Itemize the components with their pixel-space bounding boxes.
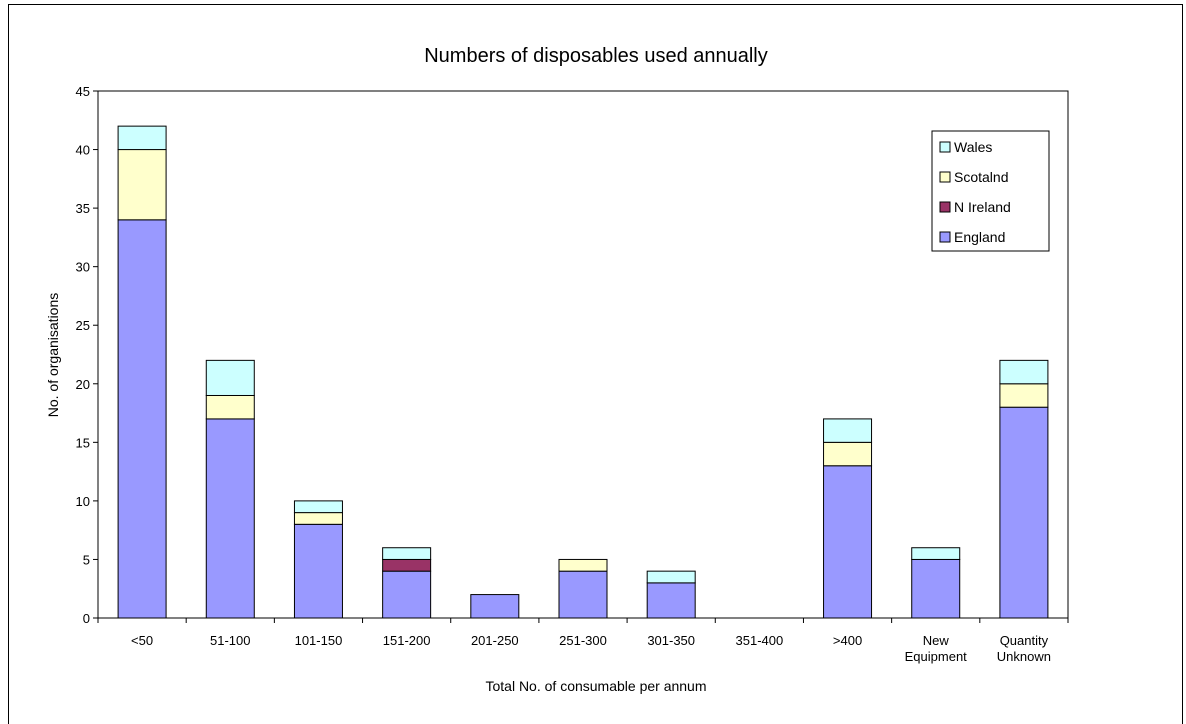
y-axis: 0 5 10 15 20 25 30 35 40 45: [76, 84, 98, 626]
bar-segment-wales: [911, 547, 961, 560]
y-tick-label: 25: [76, 318, 90, 333]
bar-segment-england: [470, 594, 520, 619]
x-tick-label: 251-300: [559, 633, 607, 648]
legend-label: Scotalnd: [954, 169, 1008, 185]
bar-segment-england: [646, 582, 696, 619]
y-tick-label: 15: [76, 435, 90, 450]
legend-label: N Ireland: [954, 199, 1011, 215]
bar-segment-england: [205, 418, 255, 619]
x-axis: <50 51-100 101-150 151-200 201-250 251-300 301…: [97, 618, 1069, 664]
x-tick-label: 151-200: [383, 633, 431, 648]
legend-swatch: [939, 231, 951, 243]
x-tick-label: >400: [833, 633, 862, 648]
y-tick-label: 20: [76, 377, 90, 392]
x-tick-label: New Equipment: [905, 633, 968, 664]
x-tick-label: 51-100: [210, 633, 250, 648]
bar-segment-n-ireland: [382, 558, 432, 572]
bar-segment-wales: [117, 125, 167, 151]
y-tick-label: 5: [83, 552, 90, 567]
bar-segment-england: [999, 406, 1049, 619]
bar-segment-wales: [646, 570, 696, 584]
bar-segment-england: [823, 465, 873, 619]
legend: Wales Scotalnd N Ireland England: [931, 130, 1050, 252]
y-tick-label: 30: [76, 260, 90, 275]
chart-title: Numbers of disposables used annually: [424, 45, 768, 67]
bar-segment-scotalnd: [999, 383, 1049, 408]
legend-swatch: [939, 141, 951, 153]
x-tick-label: 351-400: [736, 633, 784, 648]
bar-segment-scotalnd: [823, 441, 873, 467]
legend-label: England: [954, 229, 1005, 245]
y-tick-label: 10: [76, 494, 90, 509]
bar-segment-england: [117, 219, 167, 619]
y-tick-label: 40: [76, 143, 90, 158]
bar-segment-england: [382, 570, 432, 619]
bar-segment-wales: [382, 547, 432, 560]
y-tick-label: 35: [76, 201, 90, 216]
x-tick-label: 201-250: [471, 633, 519, 648]
bar-segment-wales: [823, 418, 873, 443]
bar-segment-scotalnd: [205, 394, 255, 420]
bar-segment-scotalnd: [117, 149, 167, 221]
bar-segment-wales: [205, 359, 255, 396]
bar-segment-england: [558, 570, 608, 619]
legend-swatch: [939, 171, 951, 183]
y-axis-title: No. of organisations: [45, 293, 61, 418]
bar-segment-england: [293, 523, 343, 619]
y-tick-label: 0: [83, 611, 90, 626]
legend-box: [931, 130, 1050, 252]
bar-segment-scotalnd: [558, 558, 608, 572]
x-tick-label: Quantity Unknown: [997, 633, 1051, 664]
x-tick-label: 101-150: [295, 633, 343, 648]
bar-segment-england: [911, 558, 961, 619]
chart-frame: [8, 4, 1183, 724]
bar-segment-scotalnd: [293, 512, 343, 525]
bars: [117, 125, 1049, 619]
x-tick-label: <50: [131, 633, 153, 648]
bar-segment-wales: [293, 500, 343, 514]
legend-label: Wales: [954, 139, 992, 155]
bar-segment-wales: [999, 359, 1049, 385]
y-tick-label: 45: [76, 84, 90, 99]
x-axis-title: Total No. of consumable per annum: [485, 678, 706, 694]
legend-swatch: [939, 201, 951, 213]
x-tick-label: 301-350: [647, 633, 695, 648]
